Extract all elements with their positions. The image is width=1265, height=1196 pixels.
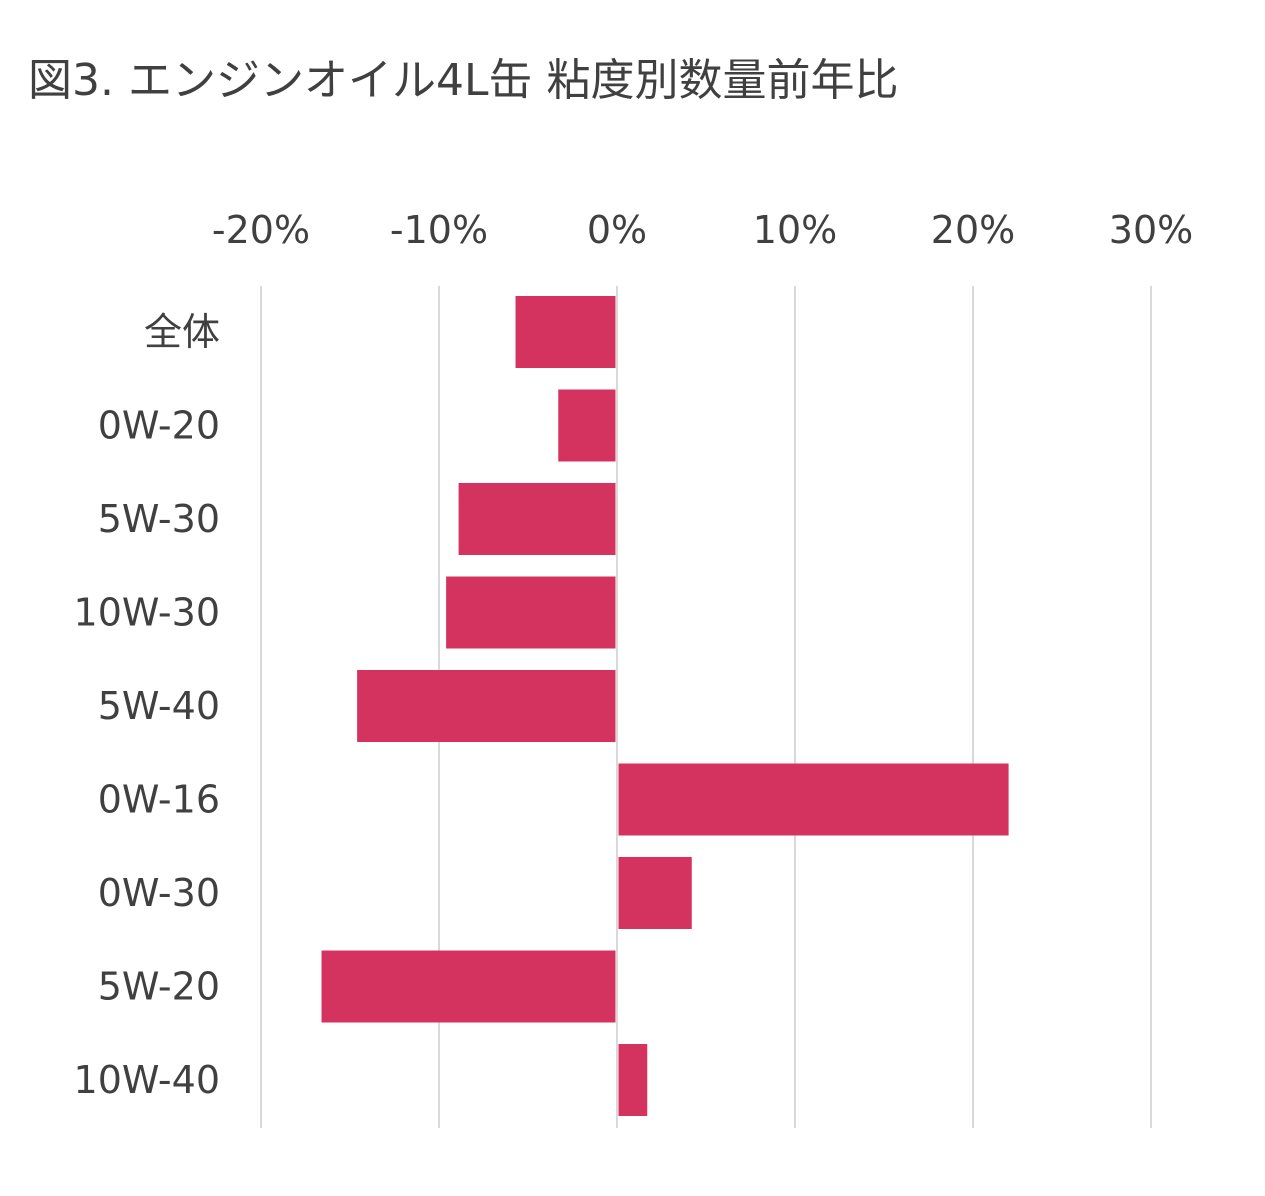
category-label: 10W-40	[74, 1058, 220, 1102]
x-tick-label: -10%	[390, 208, 488, 252]
bar	[458, 483, 616, 555]
gridlines	[260, 286, 1152, 1128]
chart-title: 図3. エンジンオイル4L缶 粘度別数量前年比	[28, 55, 898, 106]
bar	[446, 576, 616, 649]
x-tick-label: 10%	[753, 208, 837, 252]
bar	[515, 296, 616, 368]
category-label: 0W-16	[98, 778, 220, 822]
category-label: 5W-40	[98, 684, 220, 728]
bars	[321, 296, 1009, 1116]
x-tick-label: 20%	[931, 208, 1015, 252]
x-tick-label: -20%	[212, 208, 310, 252]
bar	[357, 670, 616, 742]
bar	[618, 857, 692, 929]
category-label: 全体	[144, 310, 220, 354]
bar	[321, 950, 616, 1023]
x-tick-label: 0%	[587, 208, 647, 252]
bar	[618, 1044, 648, 1116]
bar	[618, 763, 1009, 836]
category-label: 0W-30	[98, 871, 220, 915]
category-label: 0W-20	[98, 404, 220, 448]
category-label: 5W-20	[98, 965, 220, 1009]
category-labels: 全体 0W-20 5W-30 10W-30 5W-40 0W-16 0W-30 5W-20 10…	[74, 310, 220, 1102]
category-label: 5W-30	[98, 497, 220, 541]
bar	[558, 389, 616, 462]
x-tick-label: 30%	[1109, 208, 1193, 252]
x-tick-labels: -20% -10% 0% 10% 20% 30%	[212, 208, 1193, 252]
category-label: 10W-30	[74, 591, 220, 635]
